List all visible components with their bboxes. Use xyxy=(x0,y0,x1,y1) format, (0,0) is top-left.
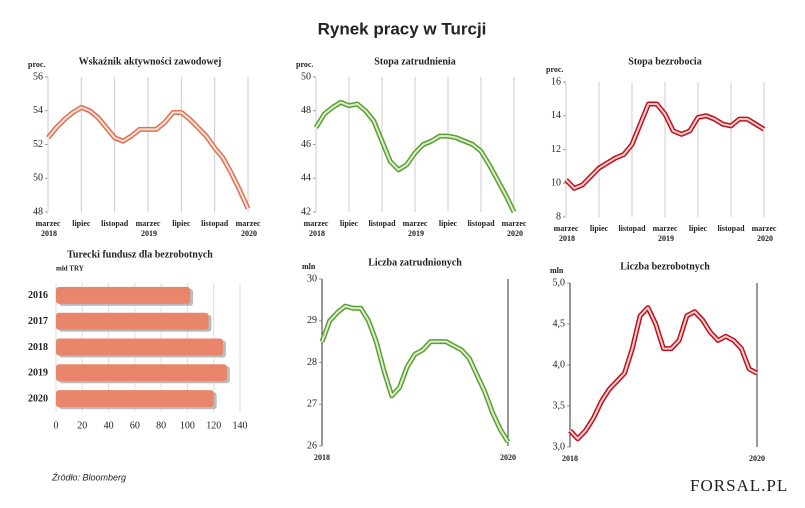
y-tick-label: 54 xyxy=(33,105,43,116)
x-tick-label: 100 xyxy=(180,420,195,431)
x-tick-label: lipiec xyxy=(590,224,609,233)
bar xyxy=(56,286,191,304)
y-tick-label: 4,0 xyxy=(553,359,566,370)
y-tick-label: 28 xyxy=(307,357,317,368)
x-tick-label: 40 xyxy=(104,420,114,431)
x-tick-label: lipiec xyxy=(340,219,359,228)
x-tick-label: lipiec xyxy=(72,219,91,228)
y-axis-label: proc. xyxy=(28,60,45,69)
y-tick-label: 26 xyxy=(307,440,317,451)
bar xyxy=(56,338,223,356)
x-tick-label: listopad xyxy=(201,219,229,228)
y-tick-label: 29 xyxy=(307,315,317,326)
x-tick-label: 2020 xyxy=(749,454,765,463)
x-tick-label: lipiec xyxy=(172,219,191,228)
y-tick-label: 30 xyxy=(307,273,317,284)
bar xyxy=(56,364,227,382)
chart-title: Liczba bezrobotnych xyxy=(620,261,710,272)
y-tick-label: 2019 xyxy=(28,368,48,379)
x-tick-label: marzec 2019 xyxy=(403,219,428,238)
chart-title: Liczba zatrudnionych xyxy=(368,257,462,268)
y-tick-label: 48 xyxy=(301,105,311,116)
y-tick-label: 27 xyxy=(307,399,317,410)
y-tick-label: 46 xyxy=(301,139,311,150)
x-tick-label: 120 xyxy=(206,420,221,431)
x-tick-label: 60 xyxy=(130,420,140,431)
x-axis-label: mld TRY xyxy=(56,265,84,273)
x-tick-label: 80 xyxy=(156,420,166,431)
x-tick-label: listopad xyxy=(717,224,745,233)
series-line xyxy=(47,106,249,210)
x-tick-label: marzec 2020 xyxy=(236,219,261,238)
x-tick-label: marzec 2018 xyxy=(36,219,61,238)
x-tick-label: 2018 xyxy=(562,454,578,463)
y-tick-label: 14 xyxy=(551,110,561,121)
y-tick-label: 52 xyxy=(33,139,43,150)
y-tick-label: 2020 xyxy=(28,393,48,404)
y-tick-label: 2018 xyxy=(28,342,48,353)
y-axis-label: proc. xyxy=(546,65,563,74)
x-tick-label: 2018 xyxy=(314,453,330,462)
x-tick-label: lipiec xyxy=(439,219,458,228)
series-line-outline xyxy=(319,303,511,444)
x-tick-label: listopad xyxy=(467,219,495,228)
y-tick-label: 44 xyxy=(301,173,311,184)
y-tick-label: 42 xyxy=(301,206,311,217)
y-tick-label: 8 xyxy=(556,211,561,222)
y-tick-label: 16 xyxy=(551,76,561,87)
series-line xyxy=(315,101,515,213)
y-tick-label: 10 xyxy=(551,178,561,189)
source: Źródło: Bloomberg xyxy=(51,472,126,482)
x-tick-label: listopad xyxy=(618,224,646,233)
y-axis-label: proc. xyxy=(296,60,313,69)
y-tick-label: 2016 xyxy=(28,290,48,301)
bar xyxy=(56,312,209,330)
x-tick-label: marzec 2019 xyxy=(653,224,678,243)
y-tick-label: 4,5 xyxy=(553,318,566,329)
y-tick-label: 48 xyxy=(33,206,43,217)
y-tick-label: 5,0 xyxy=(553,277,566,288)
y-axis-label: mln xyxy=(302,262,316,271)
x-tick-label: listopad xyxy=(368,219,396,228)
series-line-outline xyxy=(568,305,759,442)
bar xyxy=(56,390,214,408)
y-tick-label: 2017 xyxy=(28,316,48,327)
x-tick-label: 0 xyxy=(54,420,59,431)
y-tick-label: 3,5 xyxy=(553,400,566,411)
y-tick-label: 56 xyxy=(33,71,43,82)
chart-title: Stopa bezrobocia xyxy=(628,56,701,67)
series-line xyxy=(565,102,765,190)
x-tick-label: lipiec xyxy=(689,224,708,233)
y-tick-label: 12 xyxy=(551,144,561,155)
logo: FORSAL.PL xyxy=(690,476,788,495)
chart-title: Turecki fundusz dla bezrobotnych xyxy=(67,249,213,260)
x-tick-label: 140 xyxy=(233,420,248,431)
x-tick-label: marzec 2018 xyxy=(304,219,329,238)
x-tick-label: marzec 2019 xyxy=(136,219,161,238)
page-title: Rynek pracy w Turcji xyxy=(318,19,487,38)
x-tick-label: listopad xyxy=(101,219,129,228)
y-axis-label: mln xyxy=(550,266,564,275)
x-tick-label: 2020 xyxy=(500,453,516,462)
x-tick-label: 20 xyxy=(77,420,87,431)
y-tick-label: 3,0 xyxy=(553,441,566,452)
chart-title: Stopa zatrudnienia xyxy=(374,56,455,67)
series-line xyxy=(321,305,509,443)
x-tick-label: marzec 2020 xyxy=(752,224,777,243)
x-tick-label: marzec 2018 xyxy=(554,224,579,243)
chart-title: Wskaźnik aktywności zawodowej xyxy=(79,56,222,67)
series-line xyxy=(569,306,758,440)
x-tick-label: marzec 2020 xyxy=(502,219,527,238)
y-tick-label: 50 xyxy=(301,71,311,82)
y-tick-label: 50 xyxy=(33,173,43,184)
